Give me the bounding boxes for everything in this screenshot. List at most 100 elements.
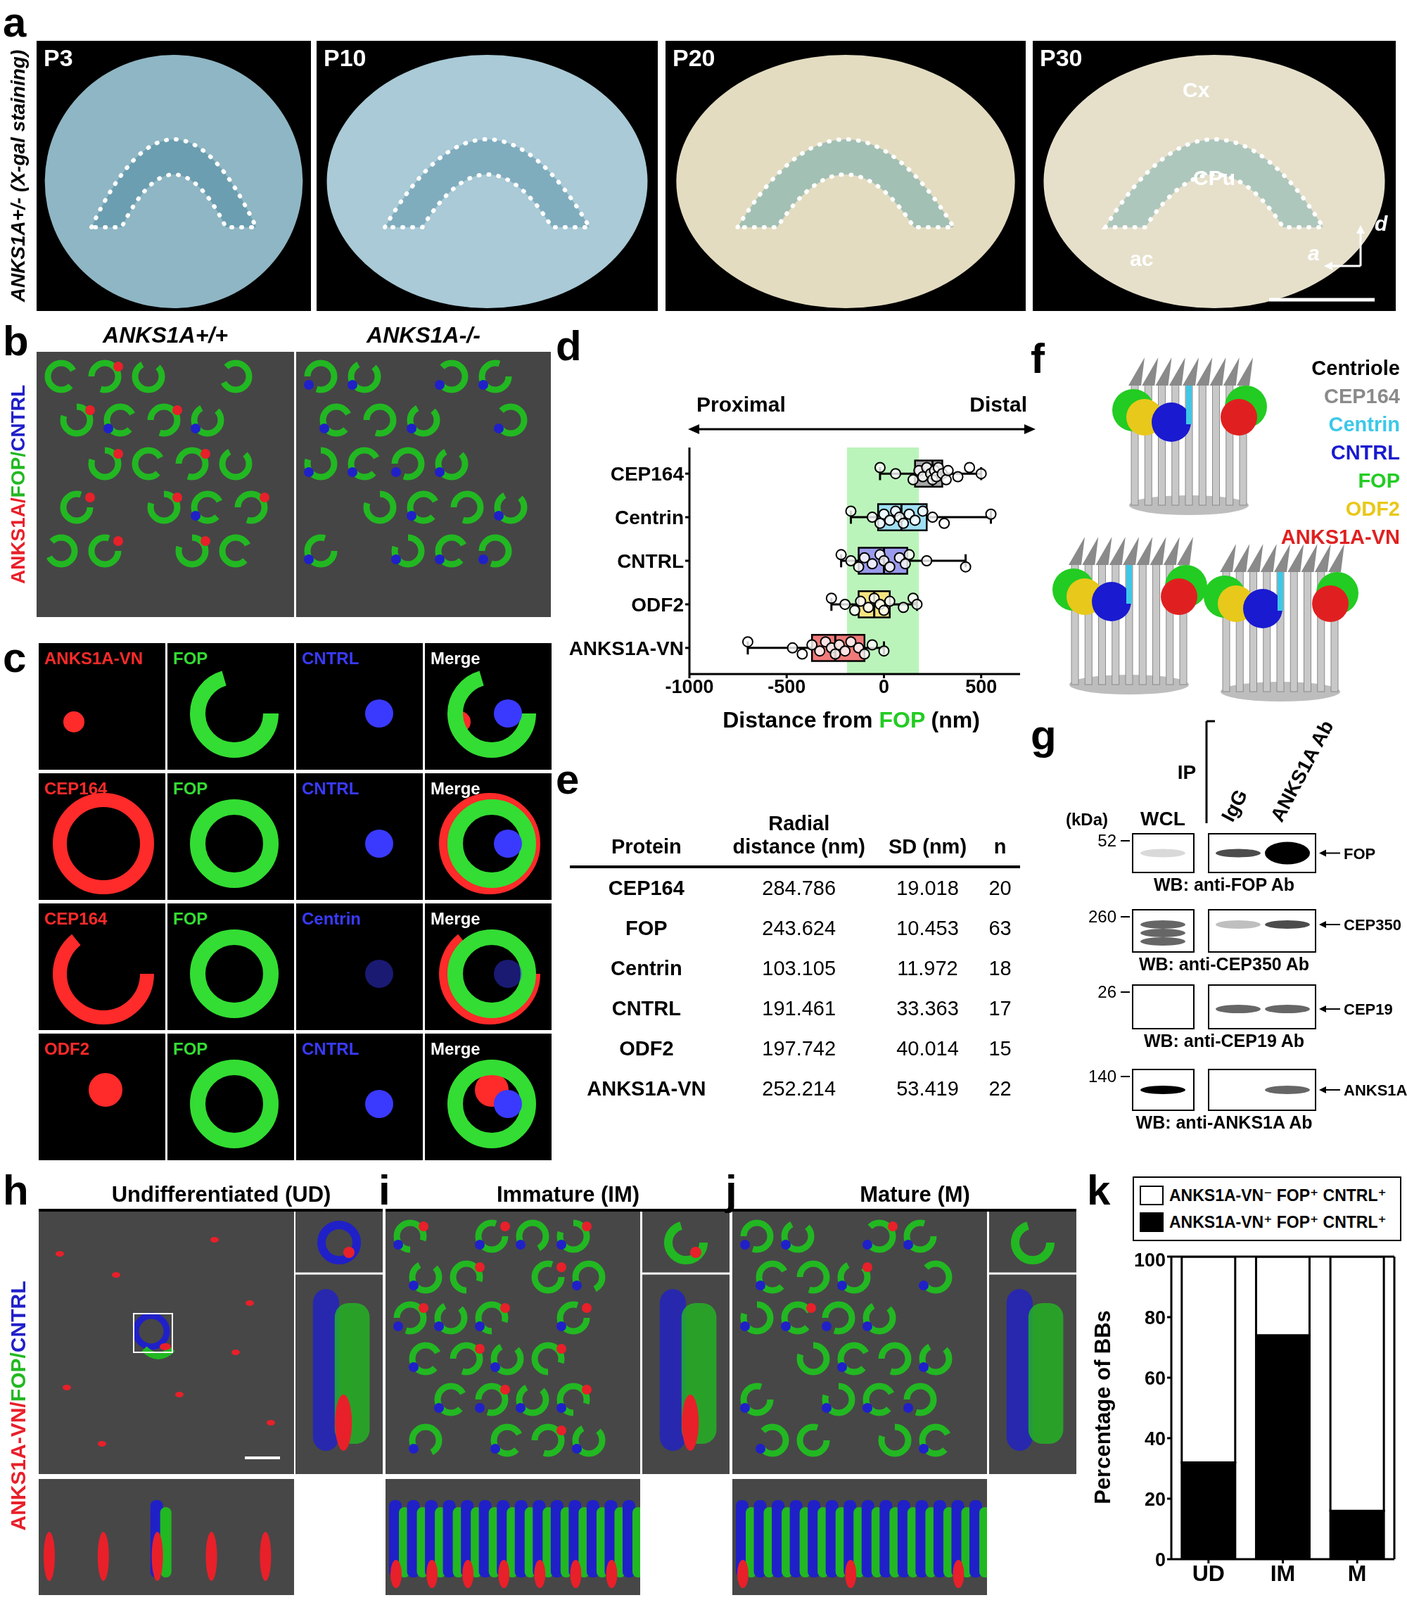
svg-text:Distal: Distal [969, 392, 1028, 416]
svg-text:-1000: -1000 [664, 676, 714, 698]
svg-text:FOP: FOP [173, 908, 208, 928]
html-text:Radial distance (nm): Radial distance (nm) [732, 811, 866, 858]
svg-text:Proximal: Proximal [696, 392, 786, 416]
html-text:e: e [555, 755, 580, 803]
svg-text:140: 140 [1088, 1066, 1117, 1086]
svg-text:a: a [1307, 241, 1320, 265]
svg-text:20: 20 [1144, 1488, 1166, 1510]
svg-text:d: d [1374, 211, 1389, 235]
svg-text:Merge: Merge [430, 1039, 481, 1059]
svg-text:Merge: Merge [430, 778, 481, 798]
svg-text:P30: P30 [1039, 44, 1083, 72]
svg-text:CNTRL: CNTRL [616, 550, 684, 572]
html-text:k: k [1086, 1166, 1111, 1214]
svg-text:Merge: Merge [430, 648, 481, 668]
html-text:63: 63 [988, 916, 1012, 940]
svg-text:IM: IM [1270, 1560, 1296, 1586]
svg-text:ODF2: ODF2 [44, 1039, 90, 1059]
svg-text:ODF2: ODF2 [1345, 497, 1400, 520]
html-text:10.453: 10.453 [896, 916, 959, 940]
svg-text:ANKS1A-VN: ANKS1A-VN [1281, 525, 1400, 549]
svg-text:P10: P10 [323, 44, 367, 72]
svg-text:100: 100 [1134, 1249, 1166, 1271]
svg-text:Percentage of BBs: Percentage of BBs [1090, 1309, 1116, 1505]
html-text:Centrin: Centrin [610, 956, 683, 980]
svg-text:CNTRL: CNTRL [301, 1039, 359, 1059]
svg-text:ANKS1A: ANKS1A [1343, 1081, 1402, 1099]
svg-text:Centrin: Centrin [301, 908, 361, 928]
html-text:g: g [1030, 711, 1057, 759]
svg-text:ac: ac [1129, 246, 1154, 271]
svg-text:260: 260 [1088, 906, 1117, 926]
svg-text:FOP: FOP [173, 1039, 208, 1059]
svg-text:M: M [1347, 1560, 1367, 1586]
svg-text:ANKS1A-VN: ANKS1A-VN [569, 637, 684, 660]
html-text:103.105: 103.105 [762, 956, 836, 980]
svg-text:IgG: IgG [1217, 785, 1252, 826]
html-text:284.786: 284.786 [762, 876, 836, 900]
svg-text:FOP: FOP [173, 778, 208, 798]
svg-text:80: 80 [1144, 1307, 1166, 1329]
html-text:d: d [555, 322, 582, 370]
svg-text:40: 40 [1144, 1428, 1166, 1450]
svg-text:500: 500 [965, 676, 997, 698]
svg-text:IP: IP [1177, 761, 1196, 783]
svg-text:CNTRL: CNTRL [301, 778, 359, 798]
html-text:Distance from FOP (nm): Distance from FOP (nm) [722, 707, 980, 733]
svg-text:CEP164: CEP164 [44, 908, 108, 928]
svg-text:CEP164: CEP164 [1323, 384, 1400, 408]
html-text:20: 20 [988, 876, 1012, 900]
svg-text:ANKS1A Ab: ANKS1A Ab [1266, 716, 1339, 826]
svg-text:ANKS1A-VN: ANKS1A-VN [44, 648, 143, 668]
svg-text:CEP164: CEP164 [610, 462, 685, 485]
html-text:11.972: 11.972 [897, 956, 959, 980]
svg-text:Centriole: Centriole [1311, 356, 1400, 380]
html-text:ANKS1A-/-: ANKS1A-/- [366, 322, 481, 348]
svg-text:-500: -500 [767, 676, 806, 698]
svg-text:WB: anti-CEP19 Ab: WB: anti-CEP19 Ab [1143, 1030, 1305, 1051]
svg-text:Centrin: Centrin [1328, 412, 1401, 436]
svg-text:26: 26 [1097, 982, 1117, 1002]
svg-text:WB: anti-FOP Ab: WB: anti-FOP Ab [1153, 874, 1295, 895]
svg-text:CEP350: CEP350 [1343, 915, 1402, 934]
svg-text:ANKS1A/FOP/CNTRL: ANKS1A/FOP/CNTRL [7, 384, 29, 584]
svg-text:WB: anti-CEP350 Ab: WB: anti-CEP350 Ab [1138, 953, 1310, 974]
svg-text:CEP164: CEP164 [44, 778, 108, 798]
svg-text:0: 0 [1155, 1549, 1166, 1571]
svg-text:FOP: FOP [1343, 844, 1376, 863]
svg-text:WB: anti-ANKS1A Ab: WB: anti-ANKS1A Ab [1136, 1112, 1313, 1132]
svg-text:FOP: FOP [1357, 469, 1400, 492]
svg-text:CPu: CPu [1193, 166, 1236, 190]
svg-text:CNTRL: CNTRL [1331, 441, 1400, 464]
html-text:ANKS1A+/+: ANKS1A+/+ [102, 322, 228, 348]
svg-text:60: 60 [1144, 1367, 1166, 1389]
html-text:CNTRL: CNTRL [611, 996, 681, 1020]
svg-text:ANKS1A+/- (X-gal staining): ANKS1A+/- (X-gal staining) [7, 49, 29, 304]
svg-text:WCL: WCL [1140, 807, 1186, 830]
html-text:c: c [2, 633, 27, 681]
html-text:h: h [2, 1166, 29, 1214]
html-text:19.018: 19.018 [896, 876, 959, 900]
svg-text:Centrin: Centrin [614, 506, 684, 529]
svg-text:ODF2: ODF2 [631, 593, 684, 616]
svg-text:(kDa): (kDa) [1065, 809, 1109, 829]
svg-text:CEP19: CEP19 [1343, 1000, 1393, 1018]
html-text:Mature (M): Mature (M) [859, 1181, 971, 1207]
svg-text:P20: P20 [672, 44, 716, 72]
svg-text:0: 0 [878, 676, 890, 698]
svg-text:ANKS1A-VN/FOP/CNTRL: ANKS1A-VN/FOP/CNTRL [6, 1280, 30, 1531]
svg-text:P3: P3 [43, 44, 74, 72]
svg-text:CNTRL: CNTRL [301, 648, 359, 668]
html-text:Immature (IM): Immature (IM) [496, 1181, 640, 1207]
svg-text:UD: UD [1192, 1560, 1225, 1586]
html-text:CEP164: CEP164 [608, 876, 685, 900]
html-text:18: 18 [988, 956, 1012, 980]
svg-text:FOP: FOP [173, 648, 208, 668]
html-text:Undifferentiated (UD): Undifferentiated (UD) [111, 1181, 331, 1207]
html-text:243.624: 243.624 [762, 916, 836, 940]
svg-text:52: 52 [1097, 830, 1117, 850]
svg-text:Cx: Cx [1182, 78, 1211, 102]
html-text:b: b [2, 317, 29, 365]
html-text:FOP: FOP [625, 916, 668, 940]
svg-text:Merge: Merge [430, 908, 481, 928]
